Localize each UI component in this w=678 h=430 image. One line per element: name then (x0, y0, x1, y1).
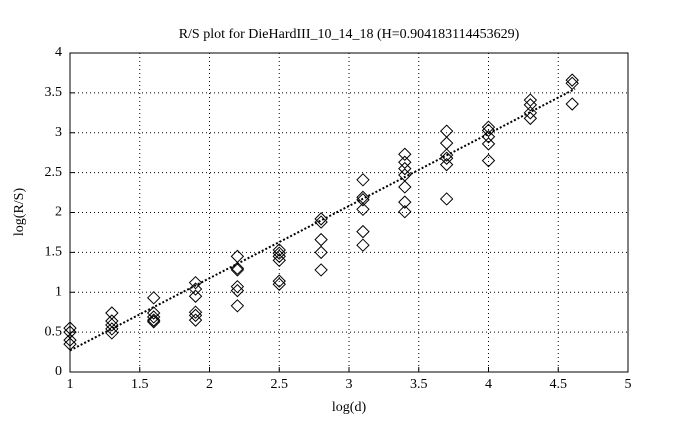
data-point (314, 245, 328, 260)
x-tick-label: 1.5 (131, 377, 149, 392)
data-point (188, 305, 203, 319)
data-point (398, 161, 412, 176)
data-point (146, 310, 161, 324)
x-tick-label: 4.5 (550, 377, 568, 392)
data-point (439, 151, 454, 165)
data-point (146, 291, 161, 305)
data-point (188, 275, 203, 290)
data-point (523, 98, 538, 112)
data-point (314, 212, 328, 226)
data-point (146, 315, 161, 329)
data-point (523, 106, 538, 120)
data-point (565, 73, 579, 87)
y-tick-label: 1 (55, 284, 62, 299)
data-point (523, 93, 538, 107)
data-point (565, 76, 579, 91)
x-tick-label: 4 (485, 377, 492, 392)
y-tick-label: 3.5 (45, 85, 63, 100)
data-point (356, 173, 370, 187)
data-point (398, 180, 412, 194)
data-point (230, 283, 245, 298)
data-point (481, 130, 496, 144)
chart-title: R/S plot for DieHardIII_10_14_18 (H=0.90… (179, 27, 520, 42)
data-point (105, 314, 119, 328)
data-point (230, 261, 245, 276)
data-point (314, 232, 328, 247)
y-tick-label: 1.5 (45, 245, 63, 260)
data-point (481, 120, 496, 134)
data-point (439, 136, 454, 150)
data-point (105, 322, 119, 336)
data-point (230, 263, 245, 277)
data-point (398, 204, 412, 219)
data-point (230, 299, 245, 313)
x-tick-label: 2.5 (271, 377, 289, 392)
fit-line (69, 87, 576, 352)
data-point (314, 263, 328, 277)
data-point (272, 253, 286, 268)
data-point (230, 279, 245, 294)
data-point (356, 202, 370, 217)
data-point (439, 192, 454, 206)
x-axis-label: log(d) (332, 400, 367, 415)
data-point (188, 289, 203, 303)
data-point (146, 306, 161, 320)
data-point (314, 215, 328, 229)
y-tick-label: 0 (55, 364, 62, 379)
y-tick-label: 3 (55, 125, 62, 140)
y-tick-label: 2 (55, 205, 62, 220)
x-tick-label: 1 (67, 377, 74, 392)
data-point (188, 308, 203, 323)
data-point (565, 97, 579, 111)
data-point (105, 326, 119, 340)
data-point (481, 153, 496, 168)
data-point (481, 137, 496, 151)
data-point (439, 124, 454, 138)
x-tick-label: 3 (346, 377, 353, 392)
data-point (272, 274, 286, 288)
y-tick-label: 4 (55, 45, 62, 60)
y-tick-label: 0.5 (45, 324, 63, 339)
data-point (105, 306, 119, 320)
x-tick-label: 2 (206, 377, 213, 392)
data-point (272, 243, 286, 257)
plot-frame (69, 52, 629, 373)
data-point (398, 155, 412, 169)
data-point (523, 111, 538, 126)
data-point (105, 318, 119, 332)
data-point (481, 123, 496, 138)
data-point (356, 238, 370, 252)
data-point (398, 195, 412, 209)
y-tick-label: 2.5 (45, 165, 63, 180)
data-point (188, 313, 203, 327)
data-point (398, 147, 412, 161)
data-point (63, 333, 77, 347)
data-point (272, 246, 286, 260)
x-tick-label: 3.5 (410, 377, 428, 392)
data-point (356, 224, 370, 239)
x-tick-label: 5 (625, 377, 632, 392)
y-axis-label: log(R/S) (12, 188, 27, 237)
data-point (439, 157, 454, 172)
data-point (272, 249, 286, 264)
data-point (272, 277, 286, 291)
data-point (146, 313, 161, 327)
